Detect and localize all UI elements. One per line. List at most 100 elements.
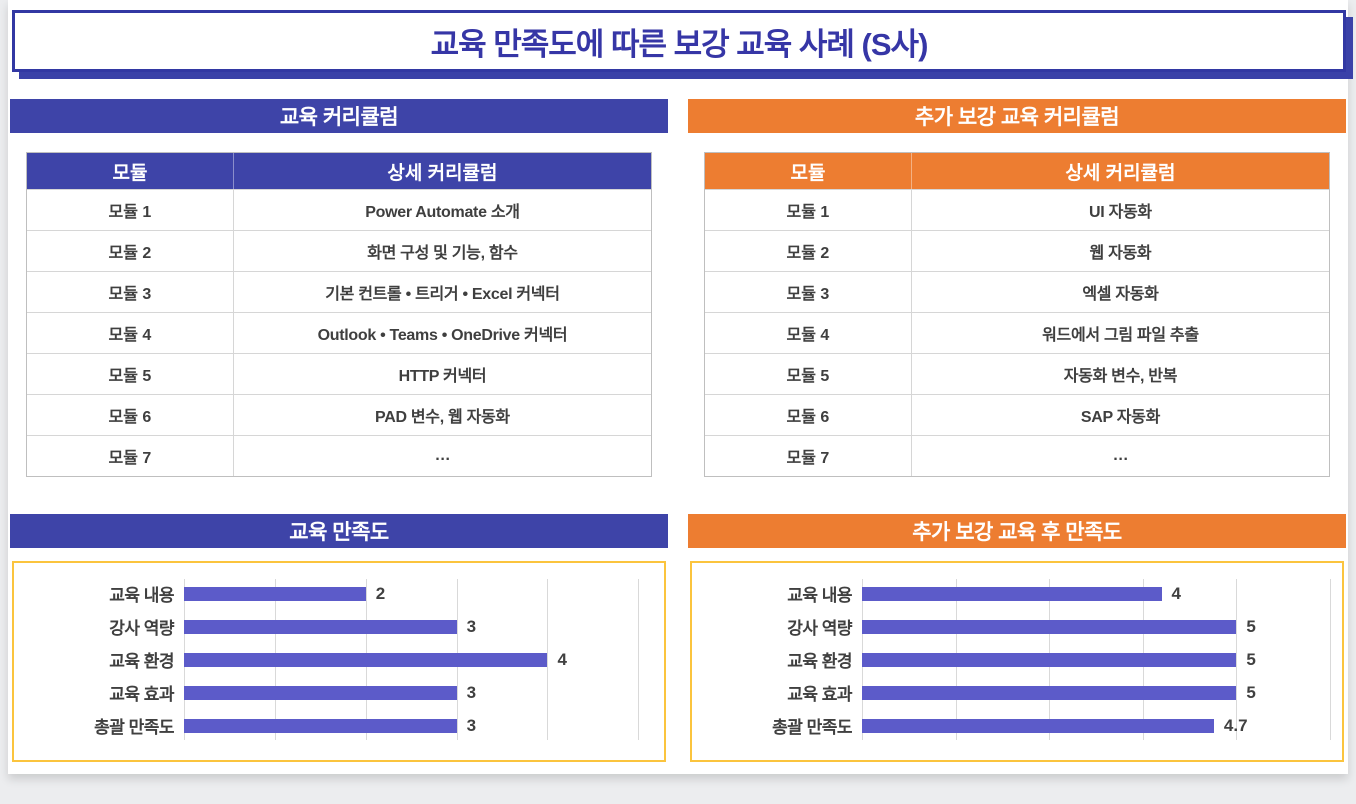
detail-cell: 화면 구성 및 기능, 함수 xyxy=(367,245,518,262)
detail-column-header: 상세 커리큘럼 xyxy=(387,162,498,184)
chart-value-label: 5 xyxy=(1246,616,1256,636)
module-cell: 모듈 3 xyxy=(705,272,912,312)
detail-cell: PAD 변수, 웹 자동화 xyxy=(375,409,510,426)
table-row: 모듈 4 워드에서 그림 파일 추출 xyxy=(705,312,1329,353)
chart-value-label: 4.7 xyxy=(1223,715,1248,735)
chart-header-left-label: 교육 만족도 xyxy=(289,521,389,544)
chart-value-label: 5 xyxy=(1246,649,1256,669)
chart-header-left: 교육 만족도 xyxy=(10,514,668,548)
table-row: 모듈 7… xyxy=(27,435,651,476)
module-cell: 모듈 1 xyxy=(705,190,912,230)
table-header-row: 모듈 상세 커리큘럼 xyxy=(27,153,651,189)
chart-category-label: 교육 효과 xyxy=(787,685,852,704)
table-body: 모듈 1 Power Automate 소개 모듈 2 화면 구성 및 기능, 함수 모… xyxy=(27,189,651,476)
slide-card: 교육 만족도에 따른 보강 교육 사례 (S사) 교육 커리큘럼 모듈 상세 커… xyxy=(8,0,1348,774)
chart-bar xyxy=(184,652,548,667)
chart-bars-area: 4 5 5 5 4.7 xyxy=(862,577,1331,742)
chart-bar-row: 2 xyxy=(184,577,652,610)
chart-bar-row: 4.7 xyxy=(862,709,1330,742)
module-cell: 모듈 5 xyxy=(27,354,234,394)
chart-value-label: 2 xyxy=(375,583,386,603)
chart-category-label: 교육 효과 xyxy=(109,685,174,704)
chart-category-label: 교육 환경 xyxy=(109,652,174,671)
title-banner: 교육 만족도에 따른 보강 교육 사례 (S사) xyxy=(12,10,1346,72)
chart-category-label: 교육 환경 xyxy=(787,652,852,671)
chart-header-right-label: 추가 보강 교육 후 만족도 xyxy=(912,521,1122,544)
chart-bar xyxy=(862,652,1237,667)
curriculum-panel-right: 추가 보강 교육 커리큘럼 모듈 상세 커리큘럼 모듈 1 UI 자동화 모듈 2 웹… xyxy=(688,99,1346,762)
curriculum-table-left: 모듈 상세 커리큘럼 모듈 1 Power Automate 소개 모듈 2 화면 구… xyxy=(26,152,652,477)
chart-bar-row: 4 xyxy=(184,643,652,676)
chart-category-label: 교육 내용 xyxy=(109,586,174,605)
chart-category-label: 교육 내용 xyxy=(787,586,852,605)
detail-cell: … xyxy=(1112,447,1129,464)
chart-category-label: 강사 역량 xyxy=(787,619,852,638)
table-row: 모듈 3 기본 컨트롤 • 트리거 • Excel 커넥터 xyxy=(27,271,651,312)
gridline xyxy=(1330,579,1331,740)
gridline xyxy=(638,579,640,740)
module-cell: 모듈 5 xyxy=(705,354,912,394)
chart-value-label: 5 xyxy=(1246,682,1256,702)
chart-value-label: 4 xyxy=(557,649,567,669)
detail-cell: 웹 자동화 xyxy=(1089,245,1152,262)
chart-value-label: 4 xyxy=(1171,583,1181,603)
module-cell: 모듈 4 xyxy=(27,313,234,353)
chart-bar-row: 5 xyxy=(862,676,1330,709)
chart-bar xyxy=(184,718,457,733)
curriculum-header-right-label: 추가 보강 교육 커리큘럼 xyxy=(914,106,1120,129)
chart-bar xyxy=(862,685,1237,700)
page-title: 교육 만족도에 따른 보강 교육 사례 (S사) xyxy=(430,26,929,62)
detail-cell: HTTP 커넥터 xyxy=(398,368,487,385)
module-column-header: 모듈 xyxy=(705,153,912,189)
module-cell: 모듈 1 xyxy=(27,190,234,230)
table-row: 모듈 4 Outlook • Teams • OneDrive 커넥터 xyxy=(27,312,651,353)
table-row: 모듈 1 Power Automate 소개 xyxy=(27,189,651,230)
module-cell: 모듈 6 xyxy=(27,395,234,435)
table-row: 모듈 6 SAP 자동화 xyxy=(705,394,1329,435)
module-cell: 모듈 4 xyxy=(705,313,912,353)
gridline xyxy=(547,579,549,740)
chart-bar xyxy=(862,586,1162,601)
chart-category-label: 총괄 만족도 xyxy=(772,718,852,737)
chart-value-label: 3 xyxy=(466,715,477,735)
table-row: 모듈 6 PAD 변수, 웹 자동화 xyxy=(27,394,651,435)
chart-bars-area: 2 3 4 3 3 xyxy=(184,577,652,742)
detail-cell: SAP 자동화 xyxy=(1080,409,1161,426)
table-row: 모듈 5 HTTP 커넥터 xyxy=(27,353,651,394)
detail-cell: 자동화 변수, 반복 xyxy=(1063,368,1178,385)
table-row: 모듈 2 웹 자동화 xyxy=(705,230,1329,271)
detail-cell: Outlook • Teams • OneDrive 커넥터 xyxy=(317,327,568,344)
chart-bar-row: 3 xyxy=(184,610,652,643)
detail-cell: 엑셀 자동화 xyxy=(1082,286,1159,303)
detail-cell: 기본 컨트롤 • 트리거 • Excel 커넥터 xyxy=(325,286,560,303)
curriculum-header-left: 교육 커리큘럼 xyxy=(10,99,668,133)
module-cell: 모듈 3 xyxy=(27,272,234,312)
chart-bar-row: 5 xyxy=(862,610,1330,643)
chart-bar-row: 3 xyxy=(184,676,652,709)
chart-bar xyxy=(184,685,457,700)
module-cell: 모듈 2 xyxy=(705,231,912,271)
chart-bar xyxy=(184,586,366,601)
module-cell: 모듈 7 xyxy=(27,436,234,476)
table-header-row: 모듈 상세 커리큘럼 xyxy=(705,153,1329,189)
chart-bar-row: 5 xyxy=(862,643,1330,676)
table-row: 모듈 1 UI 자동화 xyxy=(705,189,1329,230)
table-row: 모듈 3 엑셀 자동화 xyxy=(705,271,1329,312)
gridline xyxy=(1236,579,1238,740)
table-row: 모듈 5 자동화 변수, 반복 xyxy=(705,353,1329,394)
detail-cell: 워드에서 그림 파일 추출 xyxy=(1042,327,1199,344)
module-cell: 모듈 7 xyxy=(705,436,912,476)
chart-bar xyxy=(862,619,1237,634)
module-column-header: 모듈 xyxy=(27,153,234,189)
chart-value-label: 3 xyxy=(466,616,477,636)
chart-category-axis: 교육 내용 강사 역량 교육 환경 교육 효과 총괄 만족도 xyxy=(28,577,174,742)
table-row: 모듈 7 … xyxy=(705,435,1329,476)
chart-category-label: 강사 역량 xyxy=(109,619,174,638)
detail-column-header: 상세 커리큘럼 xyxy=(1065,162,1176,184)
chart-header-right: 추가 보강 교육 후 만족도 xyxy=(688,514,1346,548)
chart-plot-area: 교육 내용 강사 역량 교육 환경 교육 효과 총괄 만족도 2 3 4 3 3 xyxy=(28,577,652,742)
